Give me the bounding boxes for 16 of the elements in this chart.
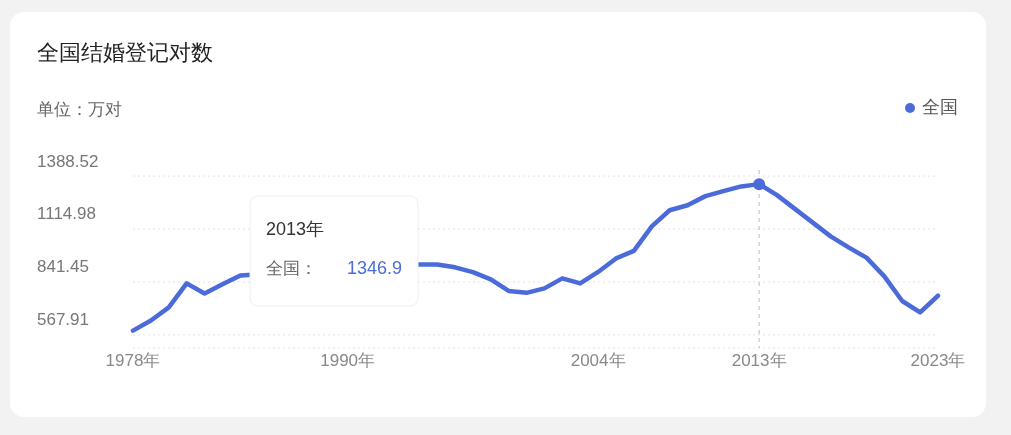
x-tick-label: 1978年 xyxy=(105,351,161,371)
y-tick-label: 567.91 xyxy=(37,310,89,330)
legend: 全国 xyxy=(905,96,958,117)
y-tick-label: 1114.98 xyxy=(37,204,96,224)
x-tick-label: 2013年 xyxy=(731,351,787,371)
annotation: 2013年 xyxy=(266,219,325,239)
legend-label: 全国 xyxy=(922,96,958,117)
x-tick-label: 2023年 xyxy=(910,351,966,371)
chart-title: 全国结婚登记对数 xyxy=(37,40,213,65)
y-tick-label: 841.45 xyxy=(37,257,89,277)
chart-subtitle: 单位：万对 xyxy=(37,100,122,119)
x-tick-label: 2004年 xyxy=(570,351,626,371)
y-tick-label: 1388.52 xyxy=(37,151,99,171)
annotation: 1346.9 xyxy=(346,258,402,278)
x-tick-label: 1990年 xyxy=(320,351,376,371)
annotation: 全国： xyxy=(266,259,317,278)
